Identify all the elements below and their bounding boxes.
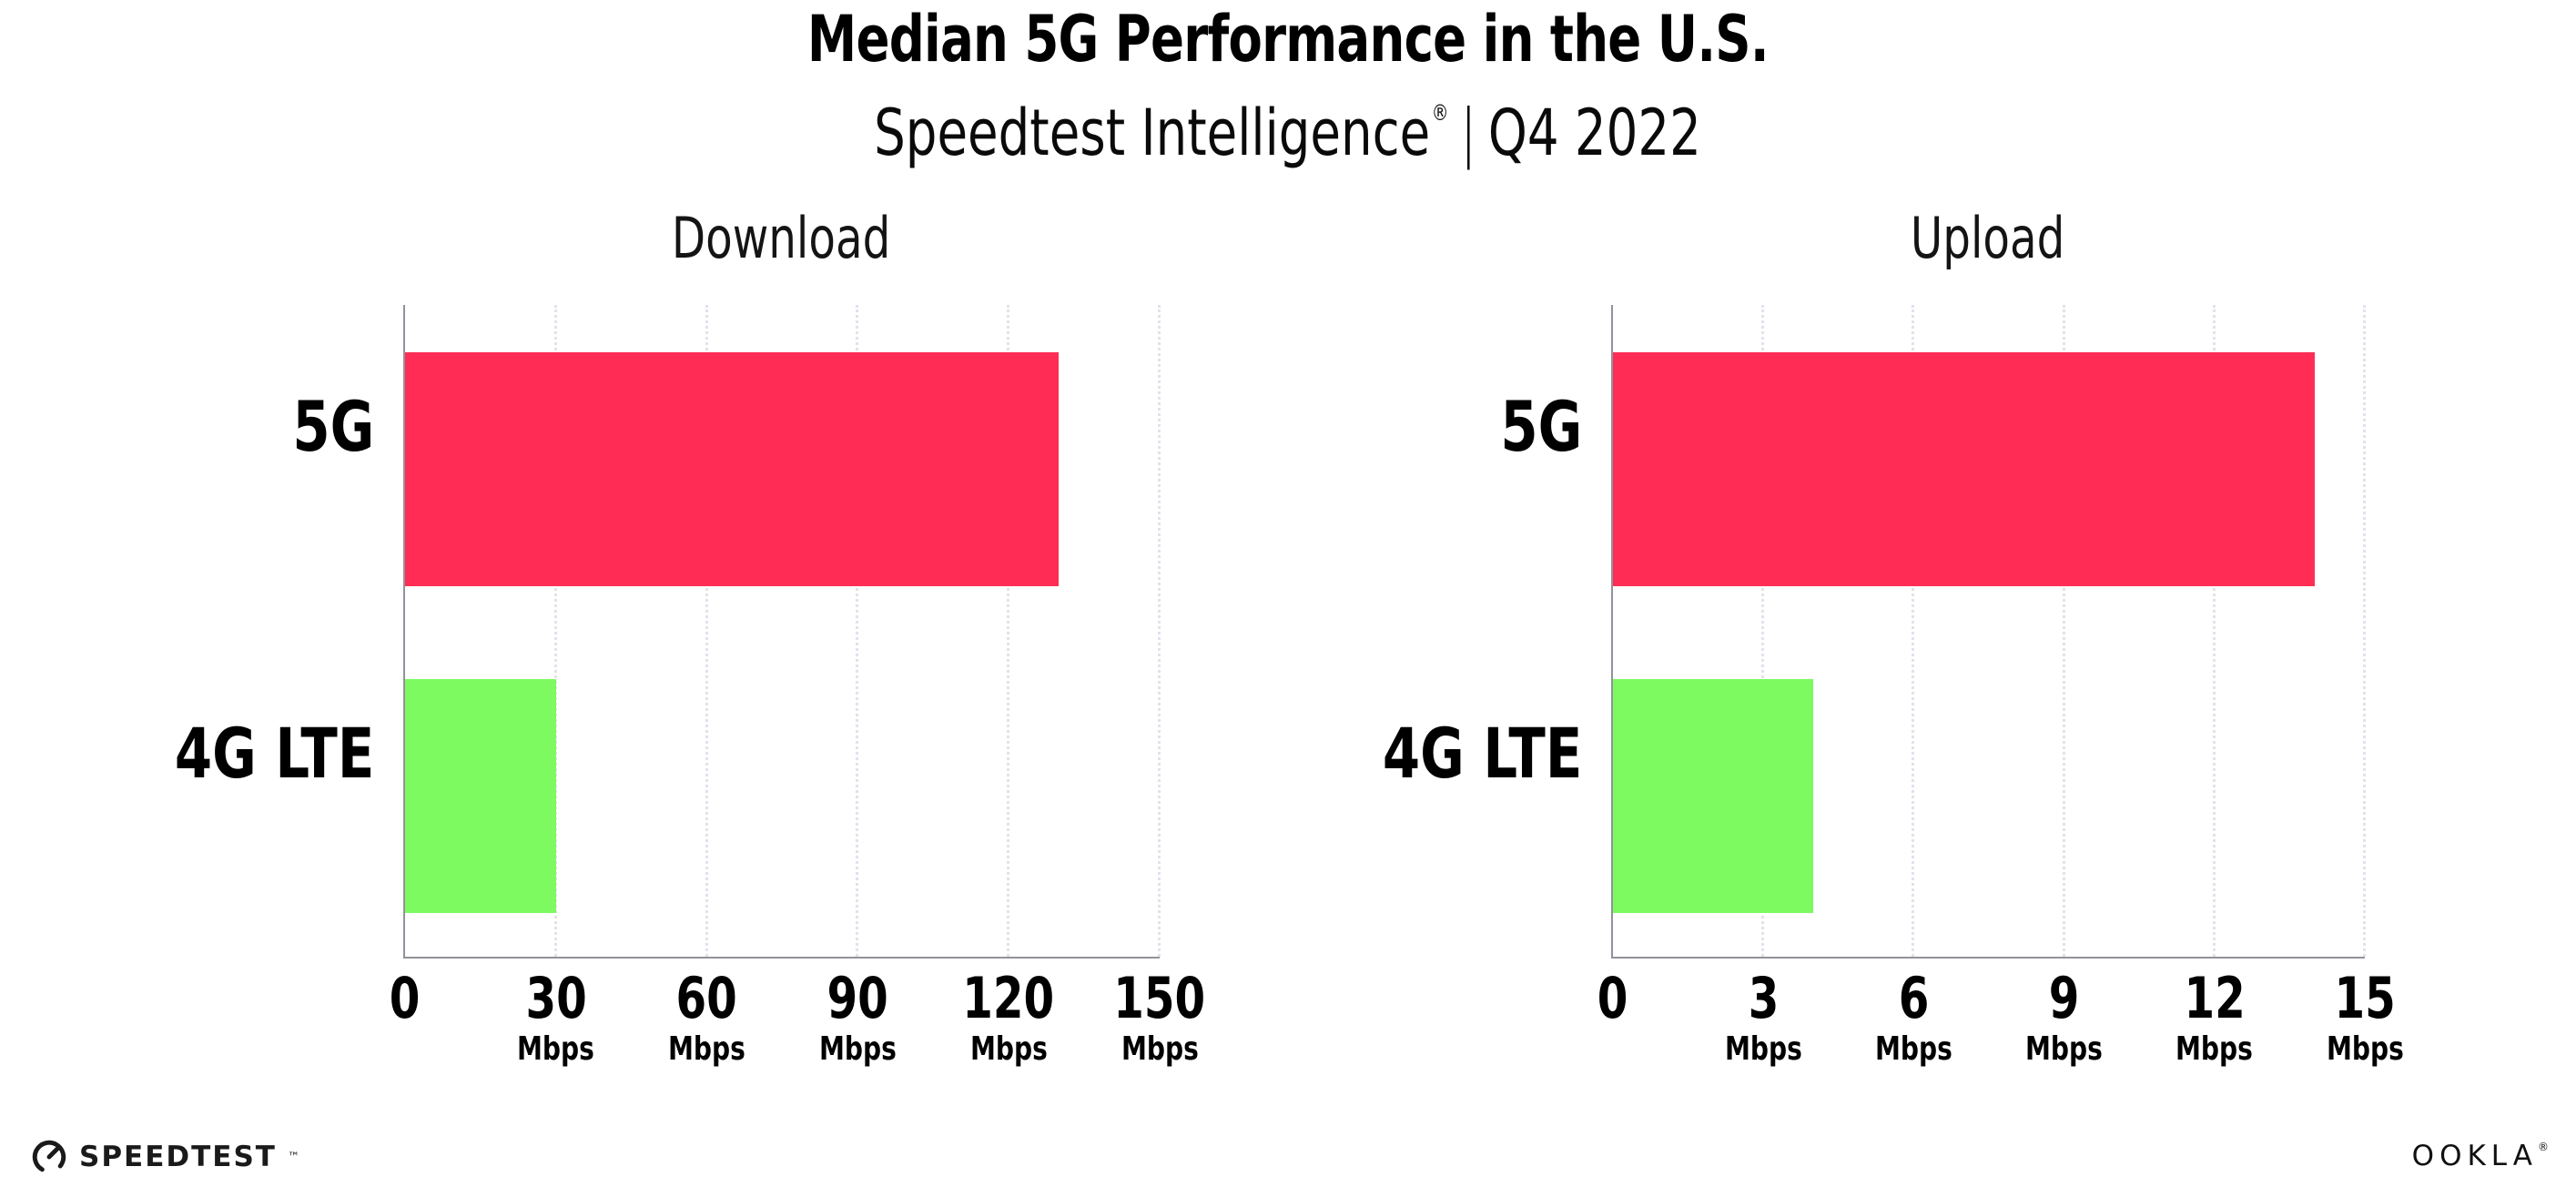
x-tick-3-upload: 3 Mbps <box>1681 969 1845 1068</box>
x-tick-value: 150 <box>1113 965 1206 1031</box>
ookla-logo: OOKLA® <box>2412 1140 2549 1172</box>
upload-chart-title: Upload <box>1911 205 2065 271</box>
gridline-90-download <box>856 305 859 957</box>
x-tick-value: 6 <box>1898 965 1930 1031</box>
x-tick-120-download: 120 Mbps <box>927 969 1090 1068</box>
y-axis-label-4g-lte-download: 4G LTE <box>174 713 374 794</box>
x-tick-value: 3 <box>1748 965 1780 1031</box>
x-tick-unit: Mbps <box>2025 1030 2104 1068</box>
x-tick-value: 60 <box>675 965 738 1031</box>
x-tick-value: 0 <box>1597 965 1628 1031</box>
subtitle-period: Q4 2022 <box>1488 96 1702 170</box>
x-tick-value: 15 <box>2334 965 2396 1031</box>
gridline-60-download <box>705 305 708 957</box>
x-tick-unit: Mbps <box>818 1030 897 1068</box>
x-tick-9-upload: 9 Mbps <box>1983 969 2146 1068</box>
bar-4g-lte-download <box>405 679 556 913</box>
gridline-12-upload <box>2212 305 2216 957</box>
x-tick-value: 0 <box>390 965 421 1031</box>
gridline-15-upload <box>2363 305 2366 957</box>
subtitle-separator: | <box>1460 96 1477 170</box>
gridline-6-upload <box>1912 305 1915 957</box>
speedtest-wordmark: SPEEDTEST <box>79 1141 277 1173</box>
speedtest-logo: SPEEDTEST ™ <box>30 1138 299 1176</box>
x-tick-value: 12 <box>2184 965 2246 1031</box>
x-tick-value: 120 <box>962 965 1055 1031</box>
bar-5g-upload <box>1613 352 2315 586</box>
page-title: Median 5G Performance in the U.S. <box>0 5 2576 73</box>
ookla-wordmark: OOKLA <box>2411 1140 2538 1172</box>
bar-4g-lte-upload <box>1613 679 1814 913</box>
x-tick-unit: Mbps <box>969 1030 1048 1068</box>
x-tick-unit: Mbps <box>1874 1030 1952 1068</box>
x-tick-unit: Mbps <box>517 1030 595 1068</box>
x-tick-value: 30 <box>525 965 587 1031</box>
x-tick-6-upload: 6 Mbps <box>1831 969 1995 1068</box>
gridline-3-upload <box>1761 305 1765 957</box>
speedtest-gauge-icon <box>30 1138 68 1176</box>
y-axis-label-5g-upload: 5G <box>1500 386 1582 467</box>
download-chart-title: Download <box>672 205 891 271</box>
speedtest-trademark: ™ <box>287 1150 299 1164</box>
x-tick-unit: Mbps <box>2175 1030 2254 1068</box>
x-tick-value: 9 <box>2048 965 2080 1031</box>
subtitle-brand: Speedtest Intelligence <box>874 96 1431 170</box>
gridline-150-download <box>1158 305 1161 957</box>
x-tick-30-download: 30 Mbps <box>474 969 638 1068</box>
download-plot-area: 0 30 Mbps 60 Mbps 90 Mbps 120 Mbps 150 Mbps 5G 4G LT… <box>175 305 1205 1068</box>
x-tick-0-upload: 0 <box>1531 969 1695 1028</box>
bar-5g-download <box>405 352 1060 586</box>
x-tick-unit: Mbps <box>1724 1030 1802 1068</box>
gridline-30-download <box>553 305 557 957</box>
registered-mark: ® <box>1432 100 1449 126</box>
x-tick-15-upload: 15 Mbps <box>2283 969 2447 1068</box>
gridline-120-download <box>1007 305 1010 957</box>
y-axis-label-4g-lte-upload: 4G LTE <box>1382 713 1582 794</box>
gridline-9-upload <box>2062 305 2065 957</box>
x-tick-12-upload: 12 Mbps <box>2133 969 2297 1068</box>
x-tick-60-download: 60 Mbps <box>625 969 789 1068</box>
ookla-registered-mark: ® <box>2538 1141 2549 1153</box>
x-tick-0-download: 0 <box>323 969 487 1028</box>
page-title-text: Median 5G Performance in the U.S. <box>807 2 1770 76</box>
page-subtitle: Speedtest Intelligence® | Q4 2022 <box>0 76 2576 169</box>
y-axis-label-5g-download: 5G <box>292 386 374 467</box>
upload-plot-area: 0 3 Mbps 6 Mbps 9 Mbps 12 Mbps 15 Mbps 5G 4G LTE <box>1383 305 2403 1068</box>
x-tick-unit: Mbps <box>1121 1030 1199 1068</box>
x-tick-unit: Mbps <box>668 1030 746 1068</box>
x-tick-150-download: 150 Mbps <box>1078 969 1242 1068</box>
x-tick-unit: Mbps <box>2326 1030 2404 1068</box>
x-tick-90-download: 90 Mbps <box>776 969 939 1068</box>
x-tick-value: 90 <box>827 965 889 1031</box>
